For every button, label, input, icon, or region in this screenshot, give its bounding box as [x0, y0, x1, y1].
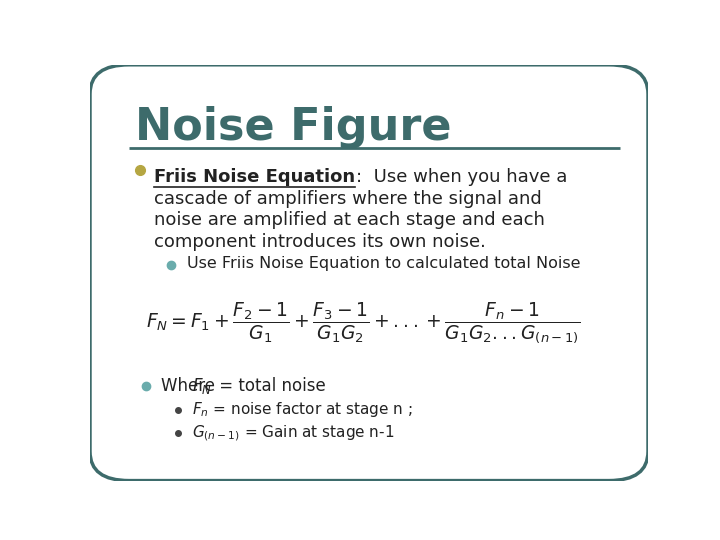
- Text: Where: Where: [161, 377, 220, 395]
- Text: $F_N = F_1 + \dfrac{F_2-1}{G_1} + \dfrac{F_3-1}{G_1 G_2} + ... + \dfrac{F_n-1}{G: $F_N = F_1 + \dfrac{F_2-1}{G_1} + \dfrac…: [145, 300, 580, 345]
- Text: :  Use when you have a: : Use when you have a: [356, 168, 567, 186]
- Text: Friis Noise Equation: Friis Noise Equation: [154, 168, 355, 186]
- Text: component introduces its own noise.: component introduces its own noise.: [154, 233, 486, 251]
- Text: cascade of amplifiers where the signal and: cascade of amplifiers where the signal a…: [154, 190, 542, 207]
- Text: = total noise: = total noise: [215, 377, 326, 395]
- Text: noise are amplified at each stage and each: noise are amplified at each stage and ea…: [154, 211, 545, 229]
- Text: Noise Figure: Noise Figure: [135, 106, 451, 150]
- Text: $F_n$ = noise factor at stage n ;: $F_n$ = noise factor at stage n ;: [192, 401, 413, 420]
- Text: $F_N$: $F_N$: [192, 376, 212, 396]
- Text: Use Friis Noise Equation to calculated total Noise: Use Friis Noise Equation to calculated t…: [186, 256, 580, 272]
- FancyBboxPatch shape: [90, 65, 648, 481]
- Text: $G_{(n-1)}$ = Gain at stage n-1: $G_{(n-1)}$ = Gain at stage n-1: [192, 423, 395, 443]
